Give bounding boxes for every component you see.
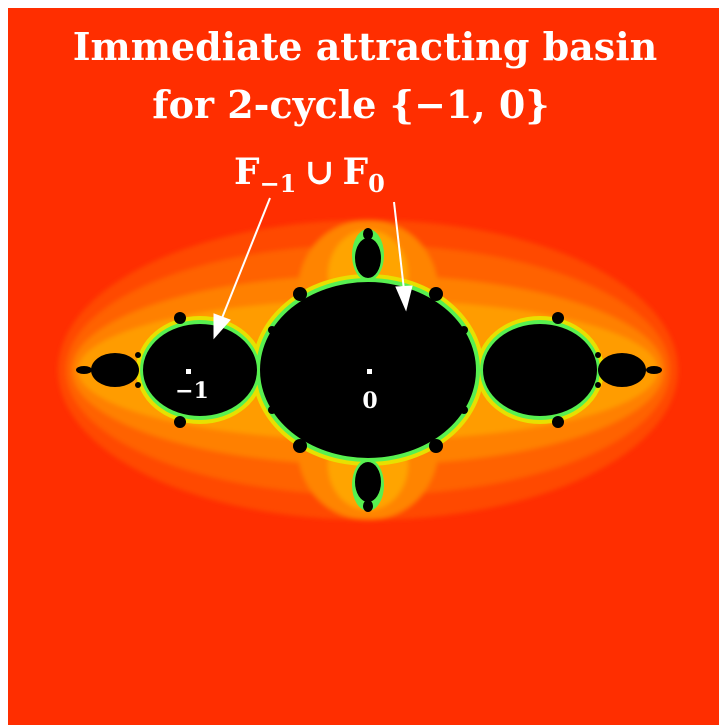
bud-13 xyxy=(135,352,141,358)
point-minus-one-label: −1 xyxy=(175,378,209,404)
arrow-right-head xyxy=(395,285,413,312)
tip-right xyxy=(646,366,662,374)
bud-2 xyxy=(429,287,443,301)
bud-3 xyxy=(293,439,307,453)
component-right xyxy=(483,324,597,416)
periodic-points: −1 0 xyxy=(175,369,378,414)
bud-4 xyxy=(429,439,443,453)
bud-16 xyxy=(595,382,601,388)
point-minus-one-dot xyxy=(186,369,191,374)
component-bottom-small xyxy=(363,500,373,512)
bud-7 xyxy=(174,416,186,428)
bud-8 xyxy=(552,416,564,428)
bud-14 xyxy=(595,352,601,358)
bud-6 xyxy=(552,312,564,324)
annotation-union: ∪ xyxy=(304,151,334,193)
bud-11 xyxy=(268,406,276,414)
bud-12 xyxy=(460,406,468,414)
annotation-sub2: 0 xyxy=(368,169,385,198)
title-line-2: for 2-cycle {−1, 0} xyxy=(152,82,549,127)
tip-left xyxy=(76,366,92,374)
annotation-f2: F xyxy=(343,151,369,193)
bud-15 xyxy=(135,382,141,388)
annotation-sub1: −1 xyxy=(260,169,297,198)
point-zero-label: 0 xyxy=(362,388,377,414)
component-far-left xyxy=(91,353,139,387)
component-left xyxy=(143,324,257,416)
bud-9 xyxy=(268,326,276,334)
bud-1 xyxy=(293,287,307,301)
annotation-label: F−1 ∪ F0 xyxy=(234,151,385,198)
point-zero-dot xyxy=(367,369,372,374)
component-bottom xyxy=(355,462,381,502)
arrow-left-shaft xyxy=(221,197,271,319)
arrows xyxy=(213,197,413,340)
annotation-f1: F xyxy=(234,151,260,193)
title-line-1: Immediate attracting basin xyxy=(73,24,658,69)
component-top xyxy=(355,238,381,278)
bud-10 xyxy=(460,326,468,334)
arrow-right-shaft xyxy=(393,201,405,291)
arrow-left-head xyxy=(213,313,231,340)
bud-5 xyxy=(174,312,186,324)
component-top-small xyxy=(363,228,373,240)
component-far-right xyxy=(598,353,646,387)
